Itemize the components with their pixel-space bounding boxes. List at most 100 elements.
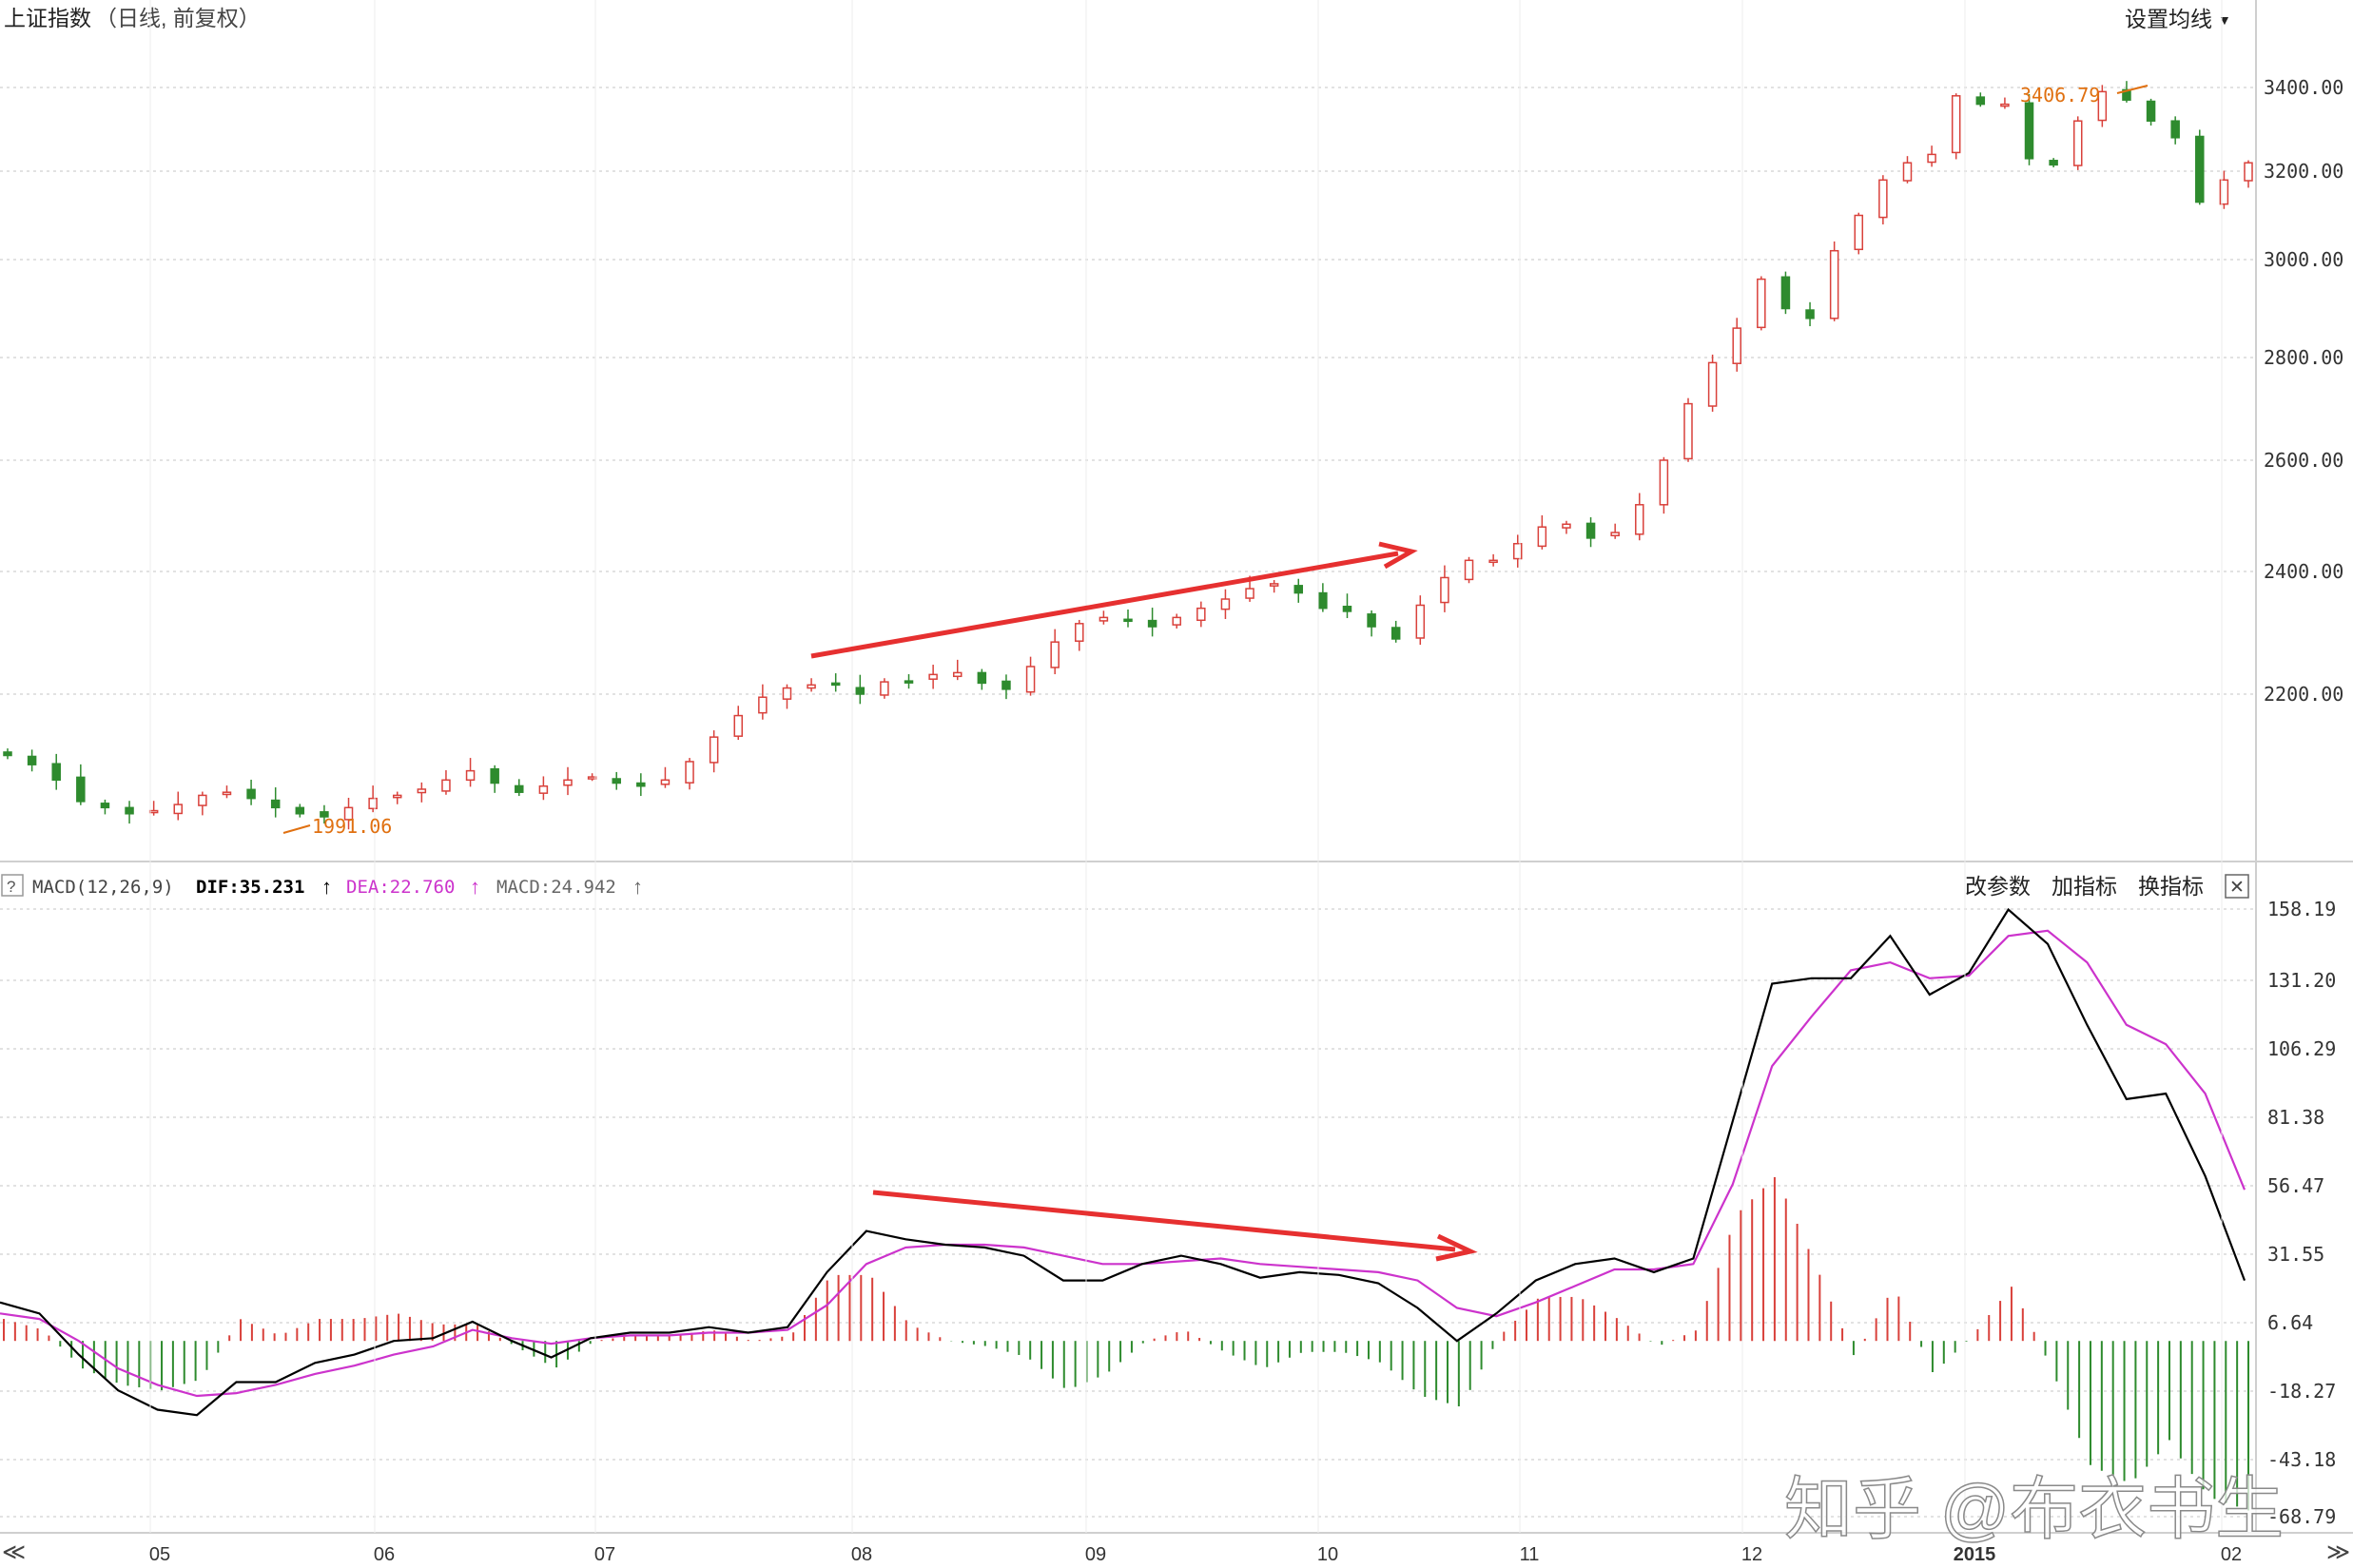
candle-body [636, 782, 646, 787]
high-marker: 3406.79 [2020, 84, 2149, 106]
candle-body [1220, 598, 1231, 610]
candle-body [685, 761, 694, 784]
scroll-left-button[interactable]: ≪ [2, 1539, 26, 1565]
chart-title: 上证指数 [4, 6, 91, 30]
price-trend-arrow [810, 541, 1418, 659]
candle-body [1829, 249, 1839, 319]
candle-body [1342, 606, 1352, 612]
macd-grid [0, 908, 2256, 1518]
candle-body [1172, 616, 1181, 626]
candle-body [320, 811, 329, 818]
macd-tick-label: 31.55 [2267, 1243, 2324, 1266]
x-axis: 05 06 07 08 09 10 11 12 2015 02 [149, 0, 2242, 1565]
help-icon[interactable] [1, 874, 24, 897]
watermark: 知乎 @布衣书生 [1784, 1472, 2284, 1548]
candle-body [1854, 214, 1864, 251]
candle-body [1635, 504, 1644, 535]
candle-body [1318, 591, 1328, 610]
candle-body [148, 809, 159, 814]
low-label: 1991.06 [312, 815, 392, 838]
macd-trend-arrow [872, 1190, 1478, 1262]
macd-tick-label: -18.27 [2267, 1380, 2336, 1403]
candle-body [2195, 135, 2205, 203]
candle-body [782, 687, 792, 700]
price-tick-label: 2800.00 [2264, 346, 2343, 369]
candle-body [612, 778, 621, 784]
candle-body [1025, 666, 1036, 693]
candle-body [222, 791, 232, 796]
candle-body [1537, 526, 1547, 548]
x-tick-label: 06 [374, 1544, 395, 1565]
candle-body [1927, 153, 1936, 164]
candle-body [1732, 327, 1741, 364]
candle-body [2244, 162, 2253, 182]
price-tick-label: 2400.00 [2264, 560, 2343, 583]
switch-indicator-button[interactable]: 换指标 [2138, 874, 2204, 899]
candle-body [3, 751, 12, 757]
macd-tick-label: 158.19 [2267, 898, 2336, 920]
candle-body [1123, 618, 1133, 623]
candle-body [2072, 120, 2083, 166]
add-indicator-button[interactable]: 加指标 [2052, 874, 2117, 899]
dif-up-arrow-icon: ↑ [321, 875, 332, 899]
macd-up-arrow-icon: ↑ [632, 875, 643, 899]
candle-body [125, 806, 134, 815]
macd-dea: DEA:22.760 [346, 877, 455, 898]
scroll-right-button[interactable]: ≫ [2326, 1539, 2350, 1565]
candle-body [270, 799, 281, 809]
candle-body [490, 767, 499, 784]
candle-body [1245, 588, 1254, 599]
candle-body [441, 779, 451, 792]
macd-tick-label: 106.29 [2267, 1037, 2336, 1060]
macd-axis: 158.19 131.20 106.29 81.38 56.47 31.55 6.64 -18… [2267, 898, 2336, 1528]
candle-body [1512, 543, 1523, 560]
help-icon-glyph: ? [7, 878, 15, 896]
candle-body [198, 794, 207, 806]
candle-body [855, 687, 865, 695]
price-tick-label: 2200.00 [2264, 683, 2343, 706]
dif-line [0, 907, 2246, 1417]
x-tick-label: 10 [1317, 1544, 1338, 1565]
candle-body [1367, 613, 1376, 628]
candle-body [246, 788, 256, 800]
candle-body [709, 736, 719, 764]
candle-body [880, 681, 889, 696]
x-tick-label: 11 [1520, 1544, 1540, 1565]
price-tick-label: 2600.00 [2264, 449, 2343, 472]
candle-body [977, 671, 987, 685]
candle-body [1562, 523, 1571, 529]
change-params-button[interactable]: 改参数 [1965, 874, 2031, 899]
dea-up-arrow-icon: ↑ [470, 875, 480, 899]
ma-settings-button[interactable]: 设置均线 [2125, 7, 2212, 31]
close-indicator-button[interactable] [2225, 874, 2249, 899]
candle-body [1902, 162, 1913, 182]
candle-body [2219, 179, 2229, 205]
chart-subtitle: （日线, 前复权） [95, 6, 261, 30]
candle-body [1488, 559, 1498, 564]
candle-body [2146, 100, 2156, 122]
candle-body [1683, 402, 1693, 460]
candle-body [1707, 361, 1718, 407]
candle-body [465, 769, 476, 782]
macd-value: MACD:24.942 [496, 877, 616, 898]
candle-body [343, 806, 354, 821]
macd-histogram [3, 1177, 2249, 1511]
macd-dif: DIF:35.231 [196, 877, 304, 898]
candle-body [368, 797, 378, 810]
candle-body [1951, 95, 1961, 154]
dea-line [0, 929, 2246, 1398]
close-icon: ✕ [2229, 878, 2245, 898]
candle-body [100, 803, 110, 809]
macd-tick-label: 81.38 [2267, 1106, 2324, 1129]
x-tick-label: 09 [1085, 1544, 1106, 1565]
low-marker: 1991.06 [282, 815, 392, 838]
ma-settings-arrow-icon[interactable]: ▼ [2218, 12, 2231, 28]
x-tick-label: 12 [1741, 1544, 1762, 1565]
candle-body [587, 776, 597, 780]
candle-body [76, 776, 86, 803]
x-tick-label: 2015 [1954, 1544, 1996, 1565]
candle-body [830, 682, 841, 687]
candle-body [928, 673, 938, 680]
candle-body [1415, 604, 1426, 639]
